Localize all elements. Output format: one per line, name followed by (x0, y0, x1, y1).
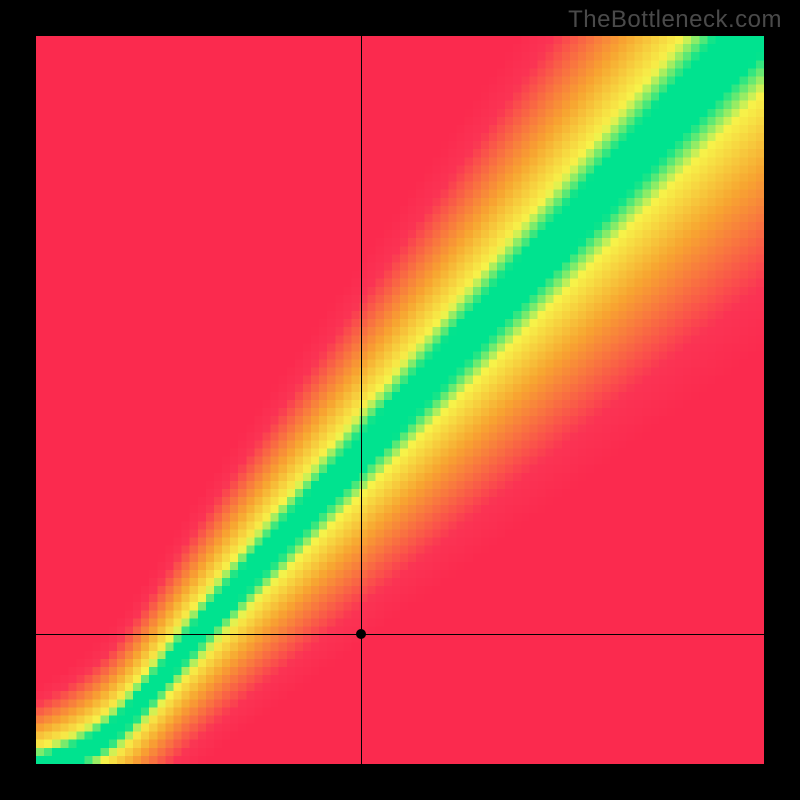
bottleneck-heatmap-plot (36, 36, 764, 764)
crosshair-vertical (361, 36, 362, 764)
crosshair-horizontal (36, 634, 764, 635)
crosshair-marker[interactable] (356, 629, 366, 639)
heatmap-canvas (36, 36, 764, 764)
watermark-text: TheBottleneck.com (568, 6, 782, 34)
